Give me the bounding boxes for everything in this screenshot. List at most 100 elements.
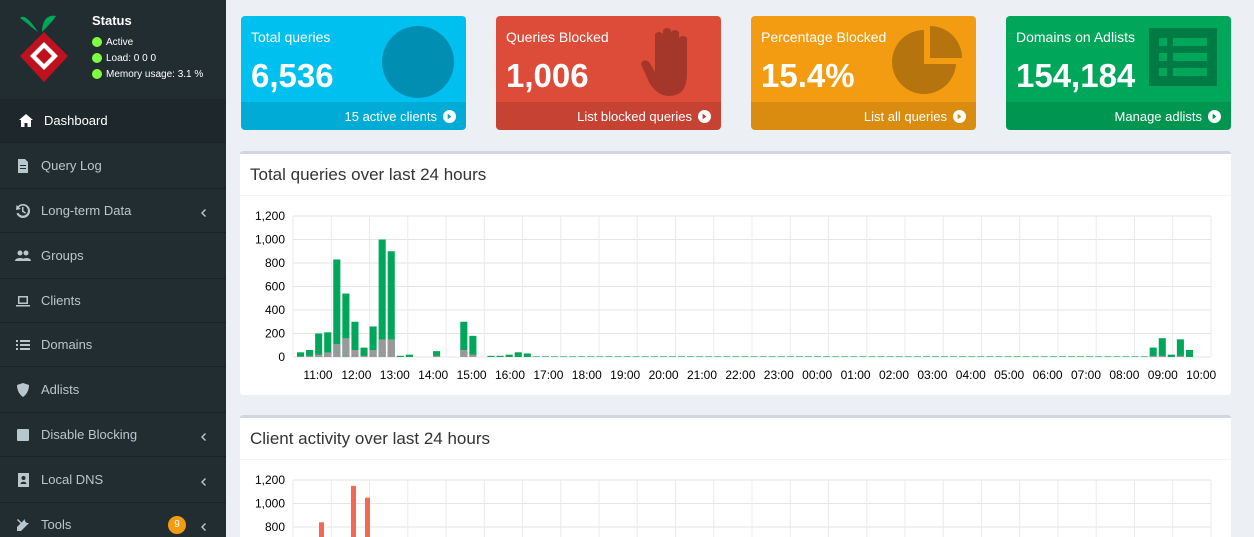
- bar-blocked[interactable]: [297, 356, 305, 357]
- bar-permitted[interactable]: [1122, 356, 1130, 357]
- bar-permitted[interactable]: [922, 356, 930, 357]
- bar-permitted[interactable]: [823, 356, 831, 357]
- pihole-logo[interactable]: [16, 10, 72, 86]
- bar-permitted[interactable]: [1113, 356, 1121, 357]
- bar-blocked[interactable]: [324, 352, 332, 357]
- bar-permitted[interactable]: [696, 356, 704, 357]
- bar-permitted[interactable]: [569, 356, 577, 357]
- bar-permitted[interactable]: [1095, 356, 1103, 357]
- bar-blocked[interactable]: [306, 355, 314, 357]
- bar-permitted[interactable]: [1131, 356, 1139, 357]
- bar-permitted[interactable]: [841, 356, 849, 357]
- bar-client-activity[interactable]: [351, 485, 356, 537]
- bar-permitted[interactable]: [886, 356, 894, 357]
- bar-permitted[interactable]: [777, 356, 785, 357]
- bar-permitted[interactable]: [523, 353, 531, 357]
- sidebar-item-domains[interactable]: Domains: [0, 323, 226, 367]
- bar-permitted[interactable]: [632, 356, 640, 357]
- bar-permitted[interactable]: [913, 356, 921, 357]
- bar-permitted[interactable]: [1149, 347, 1157, 357]
- bar-permitted[interactable]: [297, 352, 305, 357]
- bar-permitted[interactable]: [396, 355, 404, 357]
- bar-permitted[interactable]: [469, 335, 477, 357]
- bar-permitted[interactable]: [1022, 356, 1030, 357]
- bar-permitted[interactable]: [659, 356, 667, 357]
- bar-permitted[interactable]: [877, 356, 885, 357]
- bar-permitted[interactable]: [369, 326, 377, 357]
- bar-permitted[interactable]: [433, 351, 441, 357]
- bar-permitted[interactable]: [1013, 356, 1021, 357]
- bar-permitted[interactable]: [1004, 356, 1012, 357]
- bar-permitted[interactable]: [333, 259, 341, 357]
- bar-permitted[interactable]: [895, 356, 903, 357]
- sidebar-item-query-log[interactable]: Query Log: [0, 143, 226, 189]
- bar-permitted[interactable]: [968, 356, 976, 357]
- bar-permitted[interactable]: [550, 356, 559, 357]
- bar-permitted[interactable]: [814, 356, 822, 357]
- bar-permitted[interactable]: [496, 355, 504, 357]
- bar-client-activity[interactable]: [365, 497, 370, 537]
- bar-blocked[interactable]: [342, 338, 350, 357]
- bar-permitted[interactable]: [541, 356, 549, 357]
- bar-permitted[interactable]: [596, 356, 604, 357]
- bar-client-activity[interactable]: [319, 522, 324, 537]
- bar-permitted[interactable]: [950, 356, 958, 357]
- bar-permitted[interactable]: [759, 356, 767, 357]
- bar-permitted[interactable]: [687, 356, 695, 357]
- box-footer-link[interactable]: 15 active clients: [241, 102, 466, 130]
- bar-permitted[interactable]: [959, 356, 967, 357]
- bar-permitted[interactable]: [1040, 356, 1048, 357]
- bar-permitted[interactable]: [1185, 349, 1193, 357]
- bar-blocked[interactable]: [369, 349, 377, 357]
- box-footer-link[interactable]: Manage adlists: [1006, 102, 1231, 130]
- bar-permitted[interactable]: [750, 356, 758, 357]
- bar-permitted[interactable]: [1140, 356, 1148, 357]
- bar-permitted[interactable]: [560, 356, 568, 357]
- sidebar-item-clients[interactable]: Clients: [0, 279, 226, 323]
- bar-permitted[interactable]: [532, 356, 540, 357]
- bar-permitted[interactable]: [1068, 356, 1076, 357]
- bar-permitted[interactable]: [587, 356, 595, 357]
- bar-permitted[interactable]: [1086, 356, 1094, 357]
- bar-blocked[interactable]: [378, 339, 386, 357]
- bar-permitted[interactable]: [668, 356, 676, 357]
- bar-permitted[interactable]: [677, 356, 686, 357]
- bar-permitted[interactable]: [378, 239, 386, 358]
- bar-permitted[interactable]: [306, 349, 314, 357]
- bar-permitted[interactable]: [1176, 339, 1184, 357]
- bar-permitted[interactable]: [786, 356, 794, 357]
- bar-permitted[interactable]: [941, 356, 949, 357]
- bar-blocked[interactable]: [460, 349, 468, 357]
- bar-permitted[interactable]: [505, 354, 513, 357]
- bar-permitted[interactable]: [487, 355, 495, 357]
- bar-blocked[interactable]: [433, 355, 441, 357]
- bar-permitted[interactable]: [1031, 356, 1039, 357]
- box-footer-link[interactable]: List blocked queries: [496, 102, 721, 130]
- bar-permitted[interactable]: [1158, 338, 1166, 357]
- bar-permitted[interactable]: [986, 356, 994, 357]
- bar-permitted[interactable]: [795, 356, 803, 357]
- sidebar-item-dashboard[interactable]: Dashboard: [0, 99, 226, 143]
- sidebar-item-tools[interactable]: Tools 9: [0, 503, 226, 537]
- box-footer-link[interactable]: List all queries: [751, 102, 976, 130]
- bar-permitted[interactable]: [614, 356, 622, 357]
- bar-permitted[interactable]: [1167, 354, 1175, 357]
- bar-permitted[interactable]: [315, 333, 323, 358]
- bar-permitted[interactable]: [405, 354, 413, 357]
- bar-blocked[interactable]: [387, 339, 395, 357]
- bar-blocked[interactable]: [333, 344, 341, 357]
- bar-permitted[interactable]: [650, 356, 658, 357]
- bar-permitted[interactable]: [977, 356, 985, 357]
- sidebar-item-groups[interactable]: Groups: [0, 233, 226, 279]
- bar-permitted[interactable]: [723, 356, 731, 357]
- bar-permitted[interactable]: [714, 356, 722, 357]
- bar-blocked[interactable]: [351, 349, 359, 357]
- bar-permitted[interactable]: [850, 356, 858, 357]
- bar-permitted[interactable]: [904, 356, 912, 357]
- sidebar-item-adlists[interactable]: Adlists: [0, 367, 226, 413]
- bar-permitted[interactable]: [324, 332, 332, 357]
- queries-over-time-chart[interactable]: 1,200 1,000 800 600 400 200 0 11:00 12:00 13:00 14…: [240, 196, 1231, 392]
- bar-permitted[interactable]: [995, 356, 1003, 357]
- bar-permitted[interactable]: [1058, 356, 1067, 357]
- bar-permitted[interactable]: [387, 251, 395, 357]
